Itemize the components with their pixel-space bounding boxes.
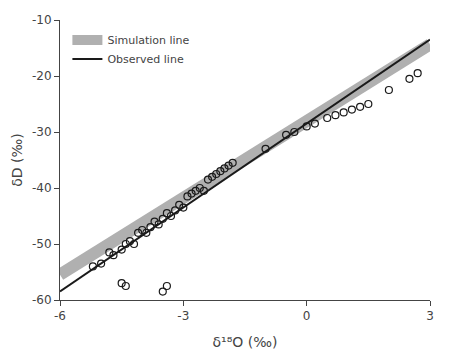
svg-text:δD (‰): δD (‰)	[9, 133, 25, 187]
svg-text:3: 3	[426, 309, 434, 323]
svg-text:0: 0	[303, 309, 311, 323]
svg-text:-20: -20	[32, 69, 52, 83]
svg-text:-10: -10	[32, 13, 52, 27]
svg-text:-60: -60	[32, 293, 52, 307]
svg-text:Observed line: Observed line	[107, 53, 184, 66]
svg-text:-50: -50	[32, 237, 52, 251]
svg-text:-40: -40	[32, 181, 52, 195]
svg-text:-30: -30	[32, 125, 52, 139]
svg-text:Simulation line: Simulation line	[107, 34, 189, 47]
svg-text:-6: -6	[54, 309, 66, 323]
svg-text:-3: -3	[177, 309, 189, 323]
svg-text:δ¹⁸O (‰): δ¹⁸O (‰)	[213, 334, 278, 350]
